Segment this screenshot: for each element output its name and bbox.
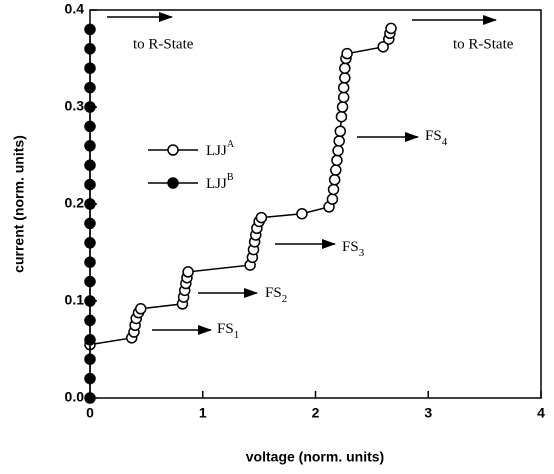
annotation-sub: 4: [442, 136, 448, 148]
y-tick-label: 0.2: [65, 195, 85, 211]
annotation-sub: 2: [282, 293, 288, 305]
data-point: [255, 211, 268, 224]
legend-entry: LJJB: [206, 172, 234, 192]
data-point: [337, 91, 350, 104]
annotation: FS1: [217, 321, 239, 340]
y-tick-label: 0.4: [65, 1, 85, 17]
data-point: [385, 22, 397, 35]
data-point: [336, 101, 349, 113]
data-point: [334, 125, 347, 137]
annotation-text: FS: [342, 239, 359, 255]
data-point: [339, 62, 351, 74]
legend-sup: A: [227, 139, 235, 150]
annotation: FS3: [342, 239, 365, 258]
annotations: to R-State to R-State FS4 FS3 FS2 FS1: [107, 12, 514, 341]
y-tick-label: 0.0: [65, 389, 85, 405]
x-axis-label: voltage (norm. units): [246, 449, 384, 465]
data-point: [331, 154, 343, 167]
legend-text: LJJ: [206, 143, 227, 159]
y-tick-label: 0.1: [65, 292, 85, 308]
legend-marker: [167, 177, 179, 189]
data-point: [134, 303, 147, 315]
legend-entry: LJJA: [206, 139, 235, 159]
data-point: [296, 207, 308, 220]
annotation-sub: 3: [359, 247, 365, 259]
data-point: [341, 47, 353, 60]
annotation-text: FS: [265, 285, 282, 301]
data-point: [328, 174, 341, 186]
data-point: [332, 144, 344, 157]
data-point: [330, 164, 342, 176]
y-axis-label: current (norm. units): [11, 135, 27, 273]
frame: [89, 9, 542, 399]
data-point: [326, 193, 339, 205]
annotation-text: FS: [425, 128, 442, 144]
legend-marker: [167, 144, 179, 156]
annotation: FS2: [265, 285, 287, 304]
legend: LJJA LJJB: [148, 139, 235, 192]
x-tick-label: 4: [537, 405, 545, 421]
annotation-sub: 1: [234, 329, 240, 341]
annotation: FS4: [425, 128, 448, 147]
plot-area: 0 1 2 3 4 0.0 0.1 0.2 0.3 0.4: [65, 1, 546, 421]
x-tick-label: 1: [199, 405, 207, 421]
annotation-text: FS: [217, 321, 234, 337]
legend-text: LJJ: [206, 176, 227, 192]
x-tick-label: 2: [312, 405, 320, 421]
data-point: [327, 183, 340, 196]
legend-sup: B: [227, 172, 234, 183]
annotation: to R-State: [133, 36, 194, 52]
data-point: [339, 72, 351, 84]
annotation: to R-State: [453, 36, 514, 52]
x-tick-label: 3: [424, 405, 432, 421]
y-tick-label: 0.3: [65, 98, 85, 114]
data-point: [182, 266, 194, 278]
x-tick-label: 0: [86, 405, 94, 421]
data-point: [333, 135, 345, 147]
data-point: [337, 81, 350, 94]
data-point: [335, 110, 348, 123]
data-point: [377, 41, 389, 53]
